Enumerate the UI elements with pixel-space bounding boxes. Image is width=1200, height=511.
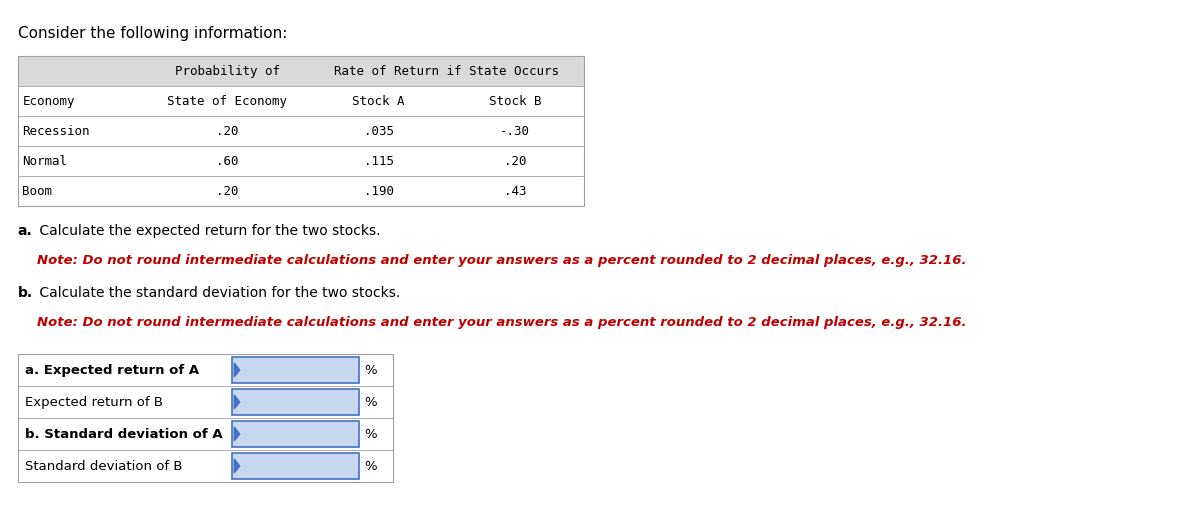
Bar — [18, 86, 583, 116]
Text: Note: Do not round intermediate calculations and enter your answers as a percent: Note: Do not round intermediate calculat… — [37, 316, 966, 329]
Text: Normal: Normal — [23, 154, 67, 168]
Text: a. Expected return of A: a. Expected return of A — [25, 363, 199, 377]
Text: Calculate the expected return for the two stocks.: Calculate the expected return for the tw… — [35, 224, 380, 238]
Text: Expected return of B: Expected return of B — [25, 396, 163, 408]
Bar — [233, 357, 359, 383]
Polygon shape — [234, 395, 240, 409]
Text: Probability of: Probability of — [175, 64, 280, 78]
Text: Note: Do not round intermediate calculations and enter your answers as a percent: Note: Do not round intermediate calculat… — [37, 254, 966, 267]
Bar — [233, 389, 359, 415]
Bar — [233, 453, 359, 479]
Text: %: % — [364, 459, 377, 473]
Bar — [18, 56, 583, 206]
Text: Economy: Economy — [23, 95, 74, 107]
Text: Boom: Boom — [23, 184, 53, 197]
Text: b.: b. — [18, 286, 32, 300]
Text: .43: .43 — [504, 184, 527, 197]
Bar — [18, 354, 394, 482]
Text: .035: .035 — [364, 125, 394, 137]
Text: .20: .20 — [504, 154, 527, 168]
Text: a.: a. — [18, 224, 32, 238]
Text: Stock A: Stock A — [353, 95, 404, 107]
Text: Standard deviation of B: Standard deviation of B — [25, 459, 182, 473]
Bar — [233, 421, 359, 447]
Text: %: % — [364, 428, 377, 440]
Text: Calculate the standard deviation for the two stocks.: Calculate the standard deviation for the… — [35, 286, 401, 300]
Text: Consider the following information:: Consider the following information: — [18, 26, 287, 41]
Polygon shape — [234, 427, 240, 441]
Text: .115: .115 — [364, 154, 394, 168]
Polygon shape — [234, 363, 240, 377]
Text: .190: .190 — [364, 184, 394, 197]
Text: -.30: -.30 — [500, 125, 530, 137]
Text: .20: .20 — [216, 125, 239, 137]
Text: b. Standard deviation of A: b. Standard deviation of A — [25, 428, 223, 440]
Text: %: % — [364, 396, 377, 408]
Text: .20: .20 — [216, 184, 239, 197]
Text: Stock B: Stock B — [490, 95, 541, 107]
Bar — [18, 146, 583, 176]
Bar — [18, 116, 583, 146]
Text: %: % — [364, 363, 377, 377]
Bar — [18, 86, 583, 116]
Bar — [18, 56, 583, 86]
Text: Rate of Return if State Occurs: Rate of Return if State Occurs — [335, 64, 559, 78]
Text: .60: .60 — [216, 154, 239, 168]
Polygon shape — [234, 459, 240, 473]
Text: Recession: Recession — [23, 125, 90, 137]
Text: State of Economy: State of Economy — [167, 95, 287, 107]
